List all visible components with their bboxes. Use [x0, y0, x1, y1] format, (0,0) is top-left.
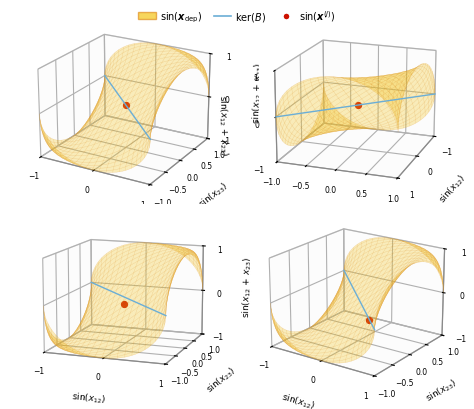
Y-axis label: sin($x_{23}$): sin($x_{23}$) — [204, 364, 238, 396]
X-axis label: sin($x_{12}$): sin($x_{12}$) — [71, 390, 107, 406]
Y-axis label: sin($x_{23}$): sin($x_{23}$) — [196, 180, 231, 211]
X-axis label: sin($x_{12}$): sin($x_{12}$) — [55, 202, 91, 223]
Legend: $\sin(\boldsymbol{x}_{\mathrm{dep}})$, $\ker(B)$, $\sin(\boldsymbol{x}^{(j)})$: $\sin(\boldsymbol{x}_{\mathrm{dep}})$, $… — [135, 5, 339, 29]
Y-axis label: sin($x_{23}$): sin($x_{23}$) — [424, 376, 460, 405]
X-axis label: sin($x_{12}$): sin($x_{12}$) — [280, 390, 316, 409]
Y-axis label: sin($x_{23}$): sin($x_{23}$) — [304, 204, 340, 221]
X-axis label: sin($x_{12}$): sin($x_{12}$) — [437, 171, 469, 205]
